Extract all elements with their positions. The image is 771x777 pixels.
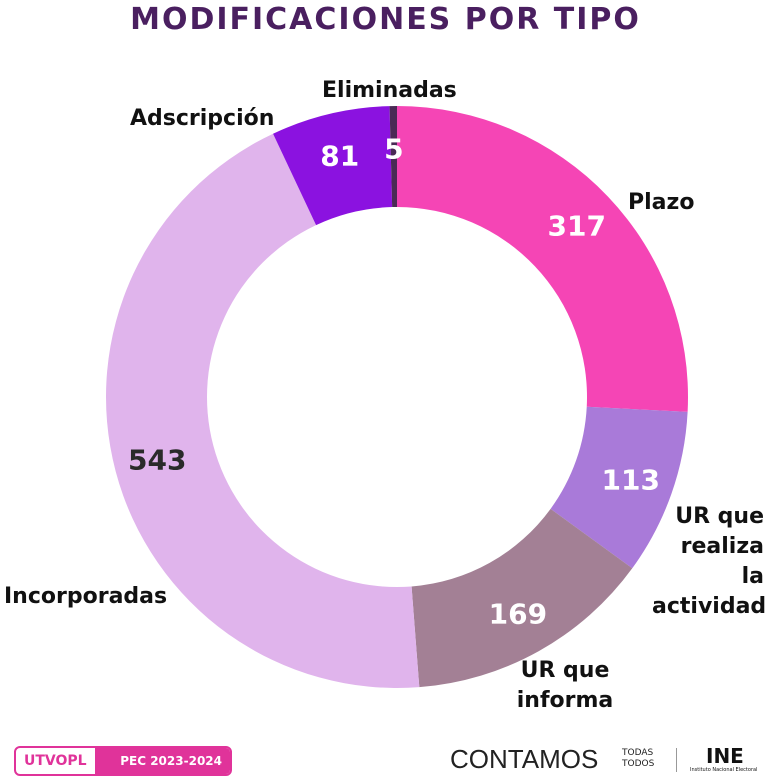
process-text: PEC 2023-2024 [94, 748, 230, 774]
donut-slice [273, 106, 393, 226]
donut-slice [411, 508, 633, 688]
donut-slice [389, 106, 397, 208]
donut-slice [397, 106, 688, 412]
badge: UTVOPL PEC 2023-2024 [14, 746, 232, 776]
separator [676, 748, 677, 772]
category-label: Plazo [628, 190, 695, 215]
value-label: 169 [488, 597, 548, 631]
logo-sub: Instituto Nacional Electoral [690, 767, 758, 773]
chart-title: MODIFICACIONES POR TIPO [130, 2, 641, 37]
category-label: Eliminadas [322, 78, 457, 103]
value-label: 543 [127, 443, 187, 477]
category-label: UR que realiza la actividad [652, 504, 767, 619]
badge-text: UTVOPL [24, 753, 87, 769]
slogan: CONTAMOS [450, 744, 599, 774]
slogan-bottom: TODOS [622, 759, 655, 769]
slogan-top: TODAS [622, 748, 654, 758]
category-label: UR que informa [516, 658, 614, 713]
value-label: 317 [547, 209, 607, 243]
donut-slice [550, 406, 688, 569]
slogan-stack: TODAS TODOS [622, 748, 654, 770]
logo: INE [706, 744, 744, 768]
value-label: 113 [601, 463, 661, 497]
category-label: Adscripción [130, 106, 275, 131]
category-label: Incorporadas [4, 584, 168, 609]
donut-slice [106, 133, 420, 688]
value-label: 5 [384, 132, 404, 166]
value-label: 81 [320, 139, 360, 173]
